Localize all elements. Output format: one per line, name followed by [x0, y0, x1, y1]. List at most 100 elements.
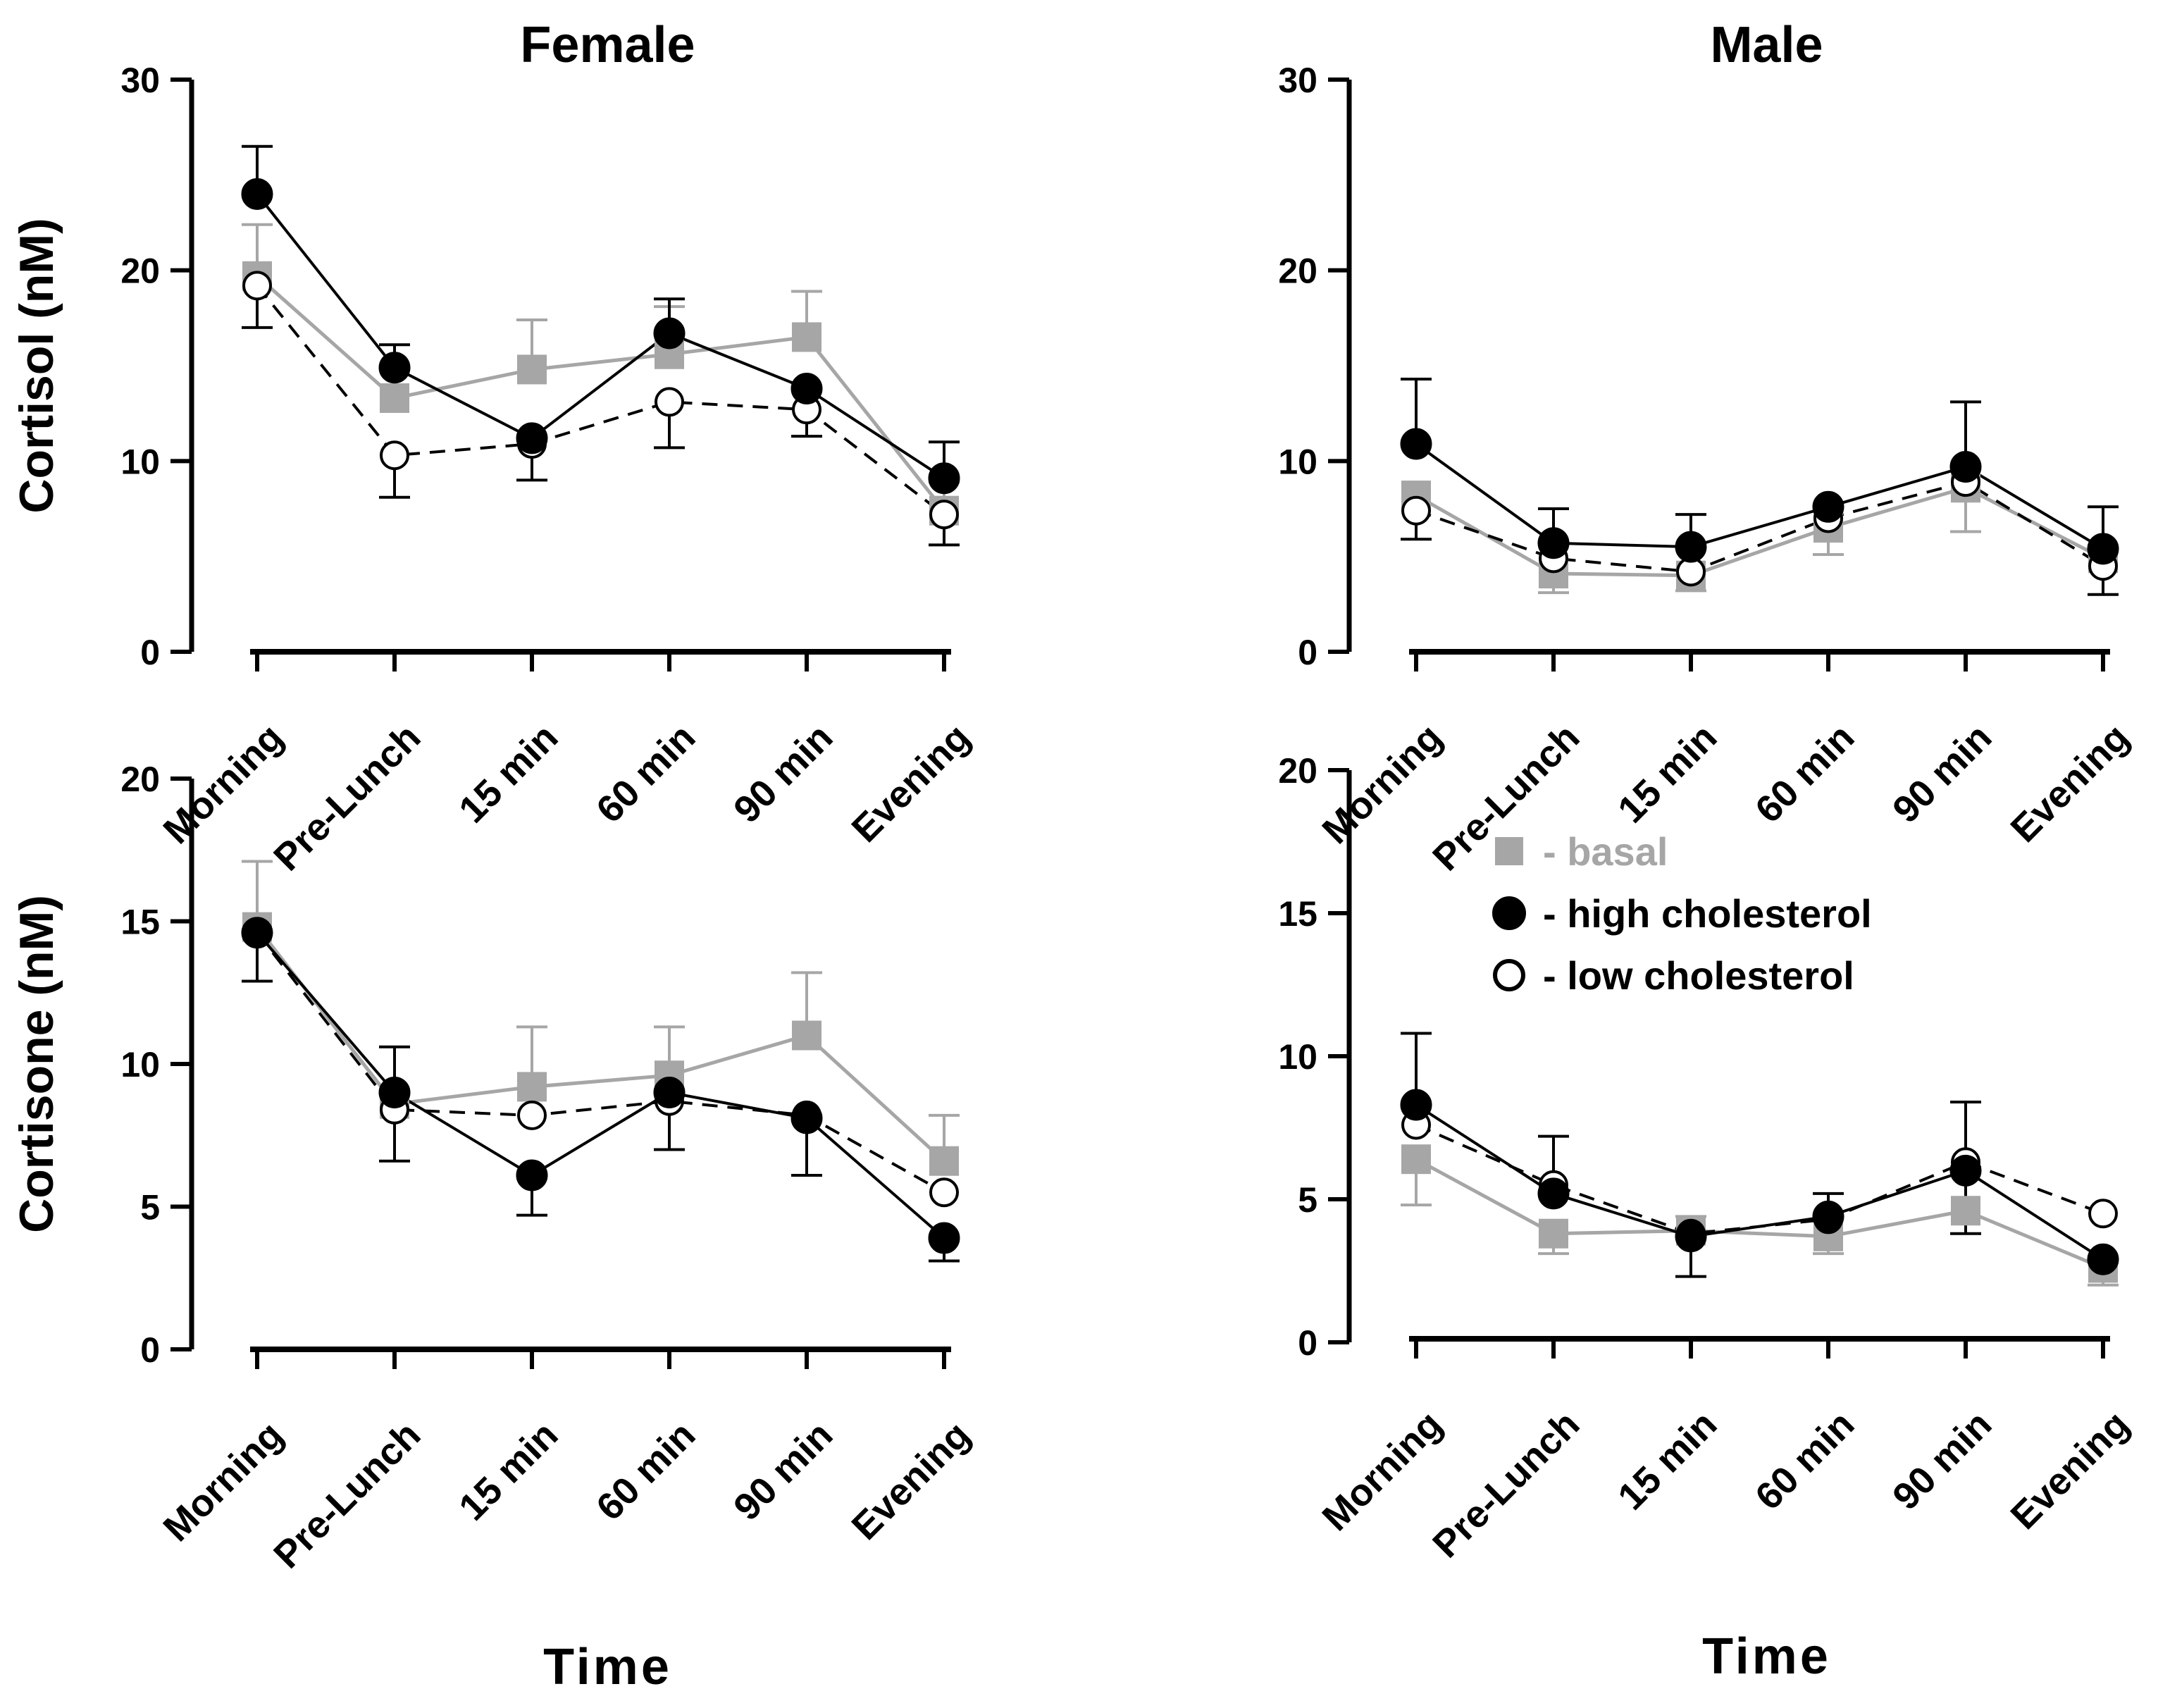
data-point-high-cholesterol	[790, 372, 823, 404]
data-point-low-cholesterol	[929, 500, 959, 530]
y-tick-label: 20	[1278, 751, 1317, 791]
data-point-high-cholesterol	[1812, 1200, 1844, 1232]
y-axis-label: Cortisone (nM)	[10, 895, 63, 1233]
chart-title: Male	[1710, 17, 1823, 73]
data-point-high-cholesterol	[1812, 490, 1844, 523]
legend-low-marker	[1493, 959, 1525, 991]
x-tick-label: 15 min	[1610, 716, 1725, 831]
x-tick-label: Evening	[844, 1413, 979, 1548]
y-tick-label: 0	[140, 1330, 160, 1370]
x-tick-label: Morning	[1314, 1403, 1450, 1539]
data-point-high-cholesterol	[1949, 1154, 1982, 1187]
data-point-high-cholesterol	[928, 1222, 960, 1254]
x-tick-label: 90 min	[1885, 716, 1999, 831]
data-point-high-cholesterol	[790, 1102, 823, 1134]
x-tick-label: 90 min	[726, 1413, 841, 1528]
data-point-high-cholesterol	[378, 1077, 411, 1108]
series-line-low-cholesterol	[256, 932, 945, 1194]
y-tick-label: 0	[1298, 1323, 1317, 1363]
legend: - basal - high cholesterol - low cholest…	[1492, 829, 1872, 998]
data-point-high-cholesterol	[516, 422, 548, 454]
x-tick-label: Morning	[155, 1413, 291, 1549]
x-tick-label: 60 min	[1747, 716, 1862, 831]
data-point-basal	[517, 354, 547, 385]
series-line-high-cholesterol	[1415, 443, 2104, 550]
x-tick-label: Pre-Lunch	[266, 1413, 428, 1576]
data-point-high-cholesterol	[241, 178, 273, 210]
x-tick-label: Evening	[2003, 1403, 2138, 1537]
legend-high-marker	[1492, 896, 1526, 930]
data-point-basal	[929, 1146, 959, 1176]
data-point-basal	[517, 1072, 547, 1102]
data-point-high-cholesterol	[378, 352, 411, 384]
data-point-low-cholesterol	[242, 271, 272, 301]
series-line-low-cholesterol	[1415, 480, 2104, 574]
y-tick-label: 20	[1278, 252, 1317, 291]
data-point-high-cholesterol	[1537, 527, 1570, 559]
y-tick-label: 10	[1278, 442, 1317, 481]
chart-title: Female	[520, 17, 695, 73]
y-tick-label: 15	[120, 903, 160, 942]
data-point-high-cholesterol	[1400, 1089, 1432, 1121]
data-point-high-cholesterol	[2087, 1243, 2119, 1275]
data-point-high-cholesterol	[241, 917, 273, 949]
data-point-low-cholesterol	[929, 1177, 959, 1208]
data-point-high-cholesterol	[1537, 1177, 1570, 1210]
x-tick-label: Evening	[2003, 716, 2138, 850]
data-point-basal	[1401, 1144, 1431, 1175]
data-point-low-cholesterol	[380, 440, 409, 471]
legend-low-label: - low cholesterol	[1543, 953, 1854, 998]
series-line-low-cholesterol	[1415, 1123, 2104, 1235]
x-axis-label: Time	[1702, 1628, 1831, 1685]
y-tick-label: 0	[1298, 633, 1317, 672]
data-point-basal	[1951, 1196, 1980, 1226]
series-line-basal	[256, 926, 945, 1163]
x-tick-label: Evening	[844, 716, 979, 850]
data-point-basal	[1539, 1218, 1568, 1249]
x-tick-label: 90 min	[1885, 1403, 1999, 1518]
series-line-basal	[256, 274, 945, 512]
y-tick-label: 5	[1298, 1180, 1317, 1220]
data-point-high-cholesterol	[1400, 428, 1432, 460]
legend-high-label: - high cholesterol	[1543, 891, 1872, 936]
y-tick-label: 30	[1278, 61, 1317, 100]
x-tick-label: Morning	[155, 716, 291, 852]
data-point-high-cholesterol	[928, 462, 960, 495]
y-tick-label: 5	[140, 1188, 160, 1227]
x-axis-label: Time	[543, 1639, 672, 1695]
legend-basal-label: - basal	[1543, 829, 1668, 874]
y-tick-label: 15	[1278, 894, 1317, 934]
y-axis-label: Cortisol (nM)	[10, 218, 63, 513]
series-line-low-cholesterol	[256, 285, 945, 516]
x-tick-label: 15 min	[451, 1413, 566, 1528]
x-tick-label: 60 min	[1747, 1403, 1862, 1518]
data-point-basal	[380, 383, 409, 414]
data-point-high-cholesterol	[1949, 450, 1982, 483]
data-point-low-cholesterol	[1401, 495, 1431, 526]
x-tick-label: 90 min	[726, 716, 841, 831]
y-tick-label: 20	[120, 760, 160, 799]
x-tick-label: 60 min	[588, 1413, 703, 1528]
series-line-basal	[1415, 485, 2104, 578]
x-tick-label: 60 min	[588, 716, 703, 831]
y-tick-label: 10	[120, 1045, 160, 1084]
x-tick-label: Morning	[1314, 716, 1450, 852]
data-point-high-cholesterol	[653, 317, 686, 349]
data-point-basal	[792, 322, 821, 352]
data-point-high-cholesterol	[1675, 1220, 1707, 1253]
x-tick-label: Pre-Lunch	[266, 716, 428, 879]
x-tick-label: 15 min	[451, 716, 566, 831]
y-tick-label: 10	[120, 442, 160, 481]
data-point-basal	[792, 1020, 821, 1051]
y-tick-label: 20	[120, 252, 160, 291]
data-point-high-cholesterol	[2087, 533, 2119, 565]
data-point-high-cholesterol	[653, 1077, 686, 1108]
x-tick-label: 15 min	[1610, 1403, 1725, 1518]
data-point-low-cholesterol	[2088, 1199, 2118, 1229]
data-point-low-cholesterol	[655, 387, 684, 417]
series-line-high-cholesterol	[256, 193, 945, 480]
